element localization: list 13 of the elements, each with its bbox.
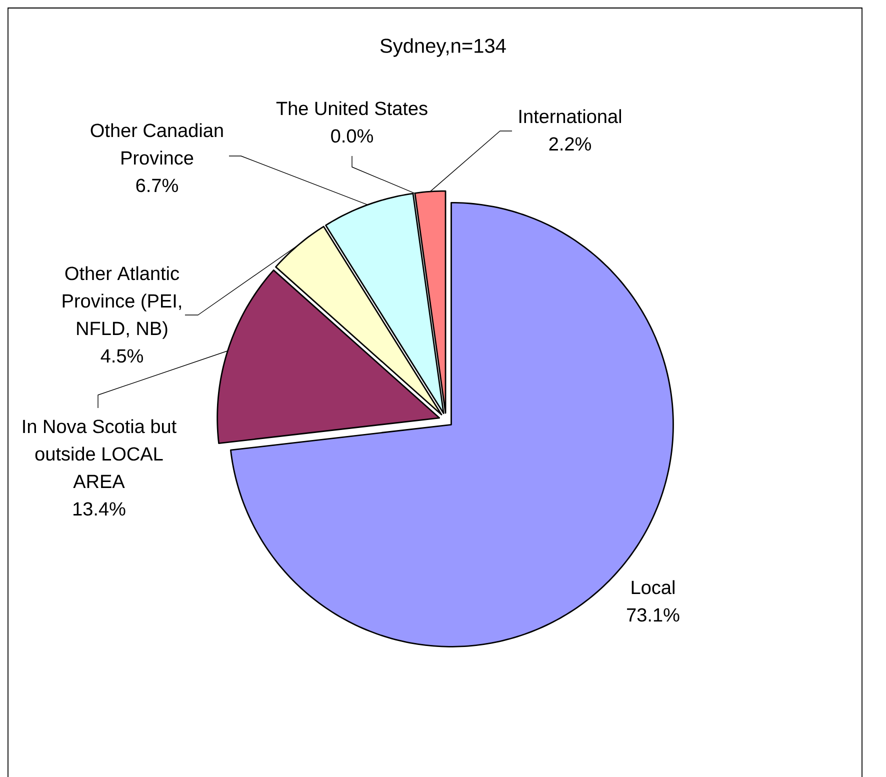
data-label: 13.4% (74, 502, 126, 516)
slice-label: International (519, 109, 622, 124)
text: 0.0% (331, 129, 373, 143)
chart-title: Sydney,n=134 (380, 38, 506, 57)
data-label: 2.2% (549, 137, 591, 151)
slice-label: Local (632, 580, 674, 594)
slice-label: In Nova Scotia but outside LOCAL AREA (23, 419, 176, 488)
data-label: 4.5% (100, 349, 143, 363)
category-label: The United States (276, 101, 428, 116)
slice-label: Other Atlantic Province (PEI, NFLD, NB) (62, 266, 181, 339)
data-label: 73.1% (627, 608, 680, 622)
data-label: 6.7% (136, 178, 178, 192)
slice-label: Other Canadian Province (90, 123, 223, 165)
